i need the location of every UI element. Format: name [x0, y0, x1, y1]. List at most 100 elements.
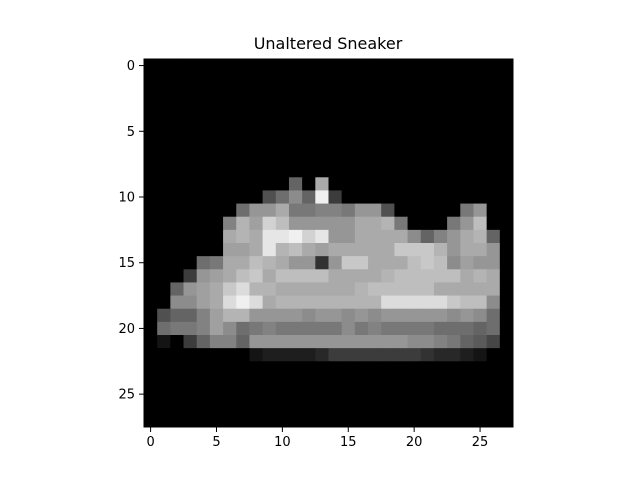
heatmap-cell [486, 203, 501, 218]
heatmap-cell [407, 282, 422, 296]
heatmap-cell [433, 269, 448, 283]
heatmap-cell [381, 256, 395, 270]
heatmap-cell [407, 85, 422, 99]
heatmap-cell [170, 151, 184, 165]
heatmap-cell [170, 229, 184, 244]
heatmap-cell [196, 190, 211, 204]
heatmap-cell [381, 348, 395, 362]
heatmap-cell [354, 177, 369, 191]
heatmap-cell [144, 374, 158, 388]
heatmap-cell [354, 98, 369, 112]
heatmap-cell [262, 321, 277, 336]
heatmap-cell [447, 335, 461, 349]
heatmap-cell [433, 387, 448, 402]
heatmap-cell [209, 151, 224, 165]
heatmap-cell [473, 413, 488, 428]
heatmap-cell [183, 374, 198, 388]
heatmap-cell [144, 348, 158, 362]
heatmap-cell [170, 348, 184, 362]
heatmap-cell [157, 335, 171, 349]
heatmap-cell [157, 98, 171, 112]
heatmap-cell [381, 164, 395, 178]
heatmap-cell [249, 295, 264, 310]
heatmap-cell [407, 387, 422, 402]
heatmap-cell [447, 269, 461, 283]
heatmap-cell [460, 308, 474, 323]
heatmap-cell [473, 374, 488, 388]
heatmap-cell [420, 295, 435, 310]
heatmap-cell [183, 361, 198, 375]
heatmap-cell [236, 243, 250, 257]
heatmap-cell [183, 111, 198, 126]
heatmap-cell [302, 335, 316, 349]
heatmap-cell [288, 308, 303, 323]
heatmap-cell [170, 164, 184, 178]
heatmap-cell [486, 361, 501, 375]
heatmap-cell [473, 282, 488, 296]
heatmap-cell [209, 111, 224, 126]
heatmap-cell [183, 137, 198, 152]
heatmap-cell [328, 256, 343, 270]
heatmap-cell [302, 256, 316, 270]
heatmap-cell [447, 282, 461, 296]
heatmap-cell [328, 111, 343, 126]
heatmap-cell [236, 216, 250, 231]
heatmap-cell [381, 137, 395, 152]
heatmap-cell [368, 387, 382, 402]
heatmap-cell [236, 413, 250, 428]
heatmap-cell [249, 177, 264, 191]
heatmap-cell [460, 282, 474, 296]
heatmap-cell [315, 151, 329, 165]
heatmap-cell [473, 308, 488, 323]
heatmap-cell [433, 229, 448, 244]
heatmap-cell [407, 124, 422, 139]
heatmap-cell [381, 295, 395, 310]
heatmap-cell [499, 151, 514, 165]
heatmap-cell [288, 295, 303, 310]
heatmap-cell [447, 348, 461, 362]
heatmap-cell [407, 164, 422, 178]
heatmap-cell [196, 387, 211, 402]
heatmap-cell [170, 321, 184, 336]
heatmap-cell [183, 190, 198, 204]
heatmap-cell [341, 72, 356, 86]
heatmap-cell [433, 98, 448, 112]
heatmap-cell [288, 85, 303, 99]
heatmap-cell [183, 308, 198, 323]
heatmap-cell [249, 59, 264, 73]
heatmap-cell [236, 72, 250, 86]
x-tick-label: 25 [472, 435, 489, 450]
heatmap-cell [460, 269, 474, 283]
heatmap-cell [249, 111, 264, 126]
heatmap-cell [249, 85, 264, 99]
heatmap-cell [196, 203, 211, 218]
heatmap-cell [499, 137, 514, 152]
heatmap-cell [433, 151, 448, 165]
heatmap-cell [236, 124, 250, 139]
heatmap-cell [209, 335, 224, 349]
heatmap-cell [223, 348, 237, 362]
heatmap-cell [170, 335, 184, 349]
heatmap-cell [394, 308, 408, 323]
heatmap-cell [460, 59, 474, 73]
heatmap-cell [288, 282, 303, 296]
x-tick-label: 20 [406, 435, 423, 450]
heatmap-cell [381, 413, 395, 428]
heatmap-cell [420, 59, 435, 73]
heatmap-cell [341, 151, 356, 165]
heatmap-cell [236, 308, 250, 323]
heatmap-cell [262, 308, 277, 323]
heatmap-cell [302, 151, 316, 165]
heatmap-cell [196, 85, 211, 99]
heatmap-cell [394, 151, 408, 165]
heatmap-cell [420, 190, 435, 204]
heatmap-cell [144, 400, 158, 415]
heatmap-cell [315, 98, 329, 112]
heatmap-cell [315, 137, 329, 152]
heatmap-cell [170, 361, 184, 375]
x-tick-label: 5 [212, 435, 220, 450]
heatmap-cell [381, 72, 395, 86]
heatmap-cell [499, 164, 514, 178]
heatmap-cell [157, 151, 171, 165]
heatmap-cell [354, 137, 369, 152]
